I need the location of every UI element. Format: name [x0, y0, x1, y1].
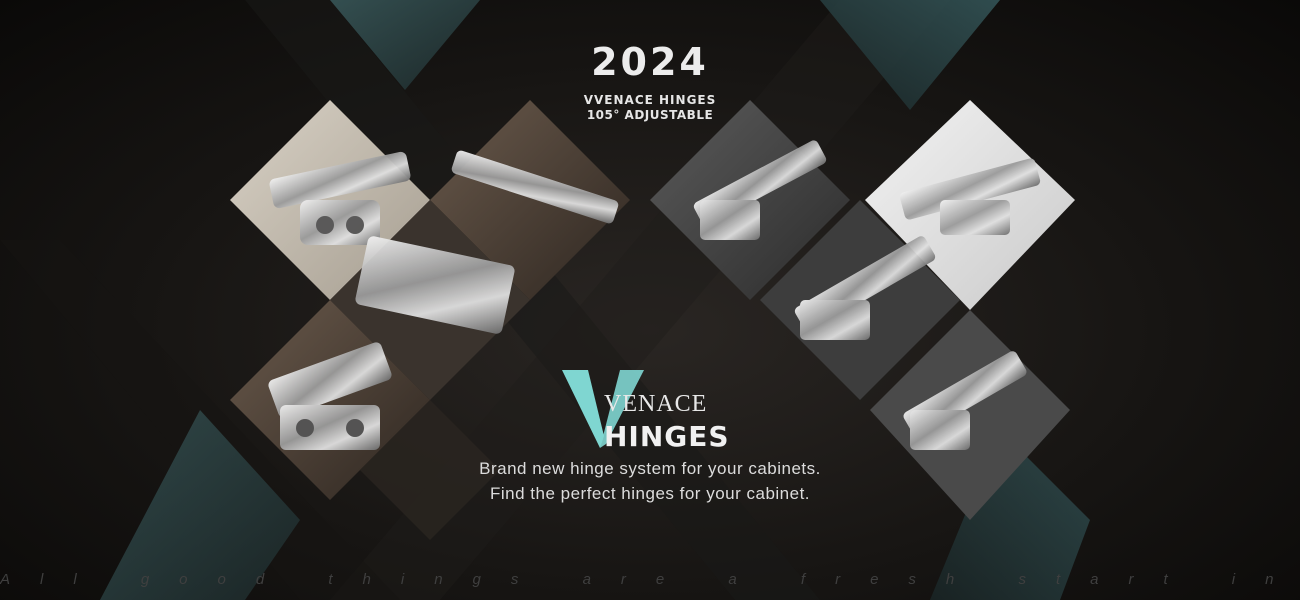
logo-product: HINGES — [604, 420, 730, 453]
year-heading: 2024 — [591, 40, 709, 84]
footer-slogan: All good things are a fresh start in hom… — [0, 571, 1300, 588]
subtitle-brand: VVENACE HINGES — [583, 93, 717, 107]
v-monogram-icon — [562, 370, 644, 448]
tagline-line-1: Brand new hinge system for your cabinets… — [479, 459, 821, 478]
tagline-line-2: Find the perfect hinges for your cabinet… — [489, 484, 811, 503]
subtitle-feature: 105° ADJUSTABLE — [586, 108, 714, 122]
logo-brand: VENACE — [604, 391, 708, 417]
